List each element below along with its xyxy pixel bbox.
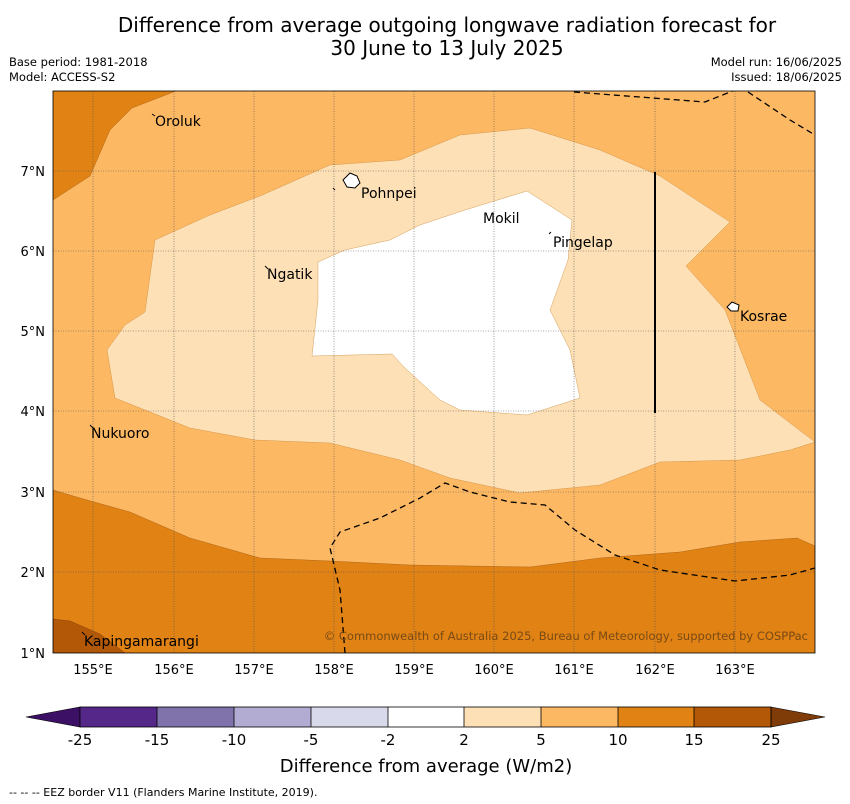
colorbar-label: Difference from average (W/m2) — [280, 756, 572, 777]
colorbar-tick: -2 — [381, 731, 396, 749]
pohnpei-island — [342, 172, 361, 189]
copyright-text: © Commonwealth of Australia 2025, Bureau… — [324, 629, 808, 643]
map-panel — [53, 91, 815, 653]
run-info: Model run: 16/06/2025 Issued: 18/06/2025 — [711, 55, 842, 85]
colorbar-swatch-8 — [618, 707, 694, 727]
contour-15-25-southwest — [53, 618, 126, 653]
contour-neutral — [311, 190, 581, 416]
lon-label-160: 160°E — [474, 663, 514, 678]
colorbar-tick: 25 — [761, 731, 780, 749]
lat-label-1: 1°N — [21, 647, 46, 662]
label-kapingamarangi: Kapingamarangi — [84, 634, 199, 650]
lat-label-3: 3°N — [21, 486, 46, 501]
colorbar-tick: -25 — [68, 731, 93, 749]
lat-axis: 7°N 6°N 5°N 4°N 3°N 2°N 1°N — [21, 165, 46, 662]
label-pingelap: Pingelap — [553, 235, 613, 251]
lat-label-2: 2°N — [21, 566, 46, 581]
islands — [81, 113, 740, 636]
base-period: Base period: 1981-2018 — [9, 55, 148, 69]
eez-border-south — [329, 482, 815, 653]
colorbar-extend-low — [25, 706, 81, 728]
issued-date: Issued: 18/06/2025 — [731, 70, 842, 84]
label-mokil: Mokil — [483, 211, 520, 227]
pingelap-atoll — [548, 231, 552, 235]
nukuoro-atoll — [89, 424, 94, 429]
lon-label-163: 163°E — [715, 663, 755, 678]
title-line-2: 30 June to 13 July 2025 — [330, 36, 564, 60]
colorbar-tick: -10 — [222, 731, 247, 749]
label-ngatik: Ngatik — [267, 267, 313, 283]
lon-axis: 155°E 156°E 157°E 158°E 159°E 160°E 161°… — [73, 663, 755, 678]
lon-label-162: 162°E — [635, 663, 675, 678]
label-oroluk: Oroluk — [155, 114, 202, 130]
colorbar-tick: 15 — [684, 731, 703, 749]
colorbar: -25 -15 -10 -5 -2 2 5 10 15 25 Differenc… — [25, 706, 826, 777]
lon-label-158: 158°E — [314, 663, 354, 678]
colorbar-swatch-7 — [541, 707, 618, 727]
colorbar-swatch-3 — [234, 707, 311, 727]
label-pohnpei: Pohnpei — [361, 186, 417, 202]
colorbar-swatch-4 — [311, 707, 388, 727]
label-nukuoro: Nukuoro — [91, 426, 149, 442]
title-line-1: Difference from average outgoing longwav… — [117, 13, 777, 37]
label-kosrae: Kosrae — [740, 309, 787, 325]
lat-label-4: 4°N — [21, 405, 46, 420]
kosrae-island — [726, 301, 740, 312]
colorbar-swatch-5 — [388, 707, 464, 727]
contour-10-15-south — [53, 489, 815, 653]
model-name: Model: ACCESS-S2 — [9, 70, 116, 84]
eez-border-north — [573, 91, 735, 103]
colorbar-swatch-1 — [80, 707, 157, 727]
base-info: Base period: 1981-2018 Model: ACCESS-S2 — [9, 55, 148, 85]
lon-label-161: 161°E — [554, 663, 594, 678]
map-frame — [52, 90, 816, 654]
contour-10-15-northwest — [53, 91, 177, 201]
colorbar-tick: 2 — [459, 731, 469, 749]
eez-borders — [329, 91, 815, 653]
colorbar-tick: -5 — [304, 731, 319, 749]
colorbar-swatch-2 — [157, 707, 234, 727]
map-title: Difference from average outgoing longwav… — [0, 14, 850, 60]
colorbar-extend-high — [770, 706, 826, 728]
colorbar-frame — [79, 706, 772, 728]
graticule — [53, 91, 815, 653]
ant-atoll — [332, 187, 336, 191]
eez-legend: -- -- -- EEZ border V11 (Flanders Marine… — [9, 786, 318, 799]
lon-label-159: 159°E — [394, 663, 434, 678]
colorbar-swatch-6 — [464, 707, 541, 727]
lat-label-5: 5°N — [21, 325, 46, 340]
lat-label-6: 6°N — [21, 245, 46, 260]
oroluk-atoll — [151, 113, 156, 117]
eez-border-northeast — [747, 91, 815, 136]
colorbar-tick: -15 — [145, 731, 170, 749]
colorbar-swatch-9 — [694, 707, 771, 727]
lat-label-7: 7°N — [21, 165, 46, 180]
colorbar-tick: 5 — [536, 731, 546, 749]
kapingamarangi-atoll — [81, 631, 86, 636]
model-run: Model run: 16/06/2025 — [710, 55, 842, 69]
colorbar-tick: 10 — [608, 731, 627, 749]
lon-label-156: 156°E — [154, 663, 194, 678]
lon-label-155: 155°E — [73, 663, 113, 678]
ngatik-atoll — [264, 265, 269, 270]
lon-label-157: 157°E — [234, 663, 274, 678]
